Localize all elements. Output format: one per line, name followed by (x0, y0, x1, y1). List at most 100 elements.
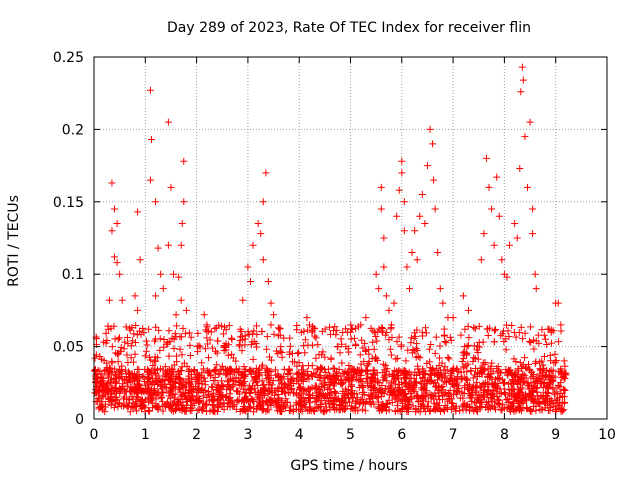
data-point (304, 371, 312, 379)
data-point (490, 241, 498, 249)
data-point (374, 376, 382, 384)
data-point (390, 299, 398, 307)
data-point (378, 323, 386, 331)
data-point (165, 389, 173, 397)
data-point (385, 336, 393, 344)
data-point (555, 401, 563, 409)
data-point (255, 365, 263, 373)
data-point (226, 365, 234, 373)
data-point (402, 357, 410, 365)
data-point (427, 340, 435, 348)
data-point (319, 348, 327, 356)
data-point (535, 398, 543, 406)
data-point (113, 259, 121, 267)
data-point (340, 404, 348, 412)
data-point (437, 383, 445, 391)
data-point (363, 367, 371, 375)
data-point (108, 179, 116, 187)
data-point (116, 270, 124, 278)
data-point (204, 340, 212, 348)
data-point (182, 389, 190, 397)
data-point (533, 392, 541, 400)
data-point (393, 338, 401, 346)
data-point (237, 381, 245, 389)
data-points (91, 63, 570, 416)
data-point (468, 391, 476, 399)
data-point (426, 407, 434, 415)
data-point (502, 346, 510, 354)
data-point (527, 368, 535, 376)
data-point (405, 285, 413, 293)
data-point (507, 405, 515, 413)
data-point (326, 391, 334, 399)
data-point (123, 351, 131, 359)
data-point (240, 371, 248, 379)
data-point (117, 347, 125, 355)
data-point (175, 273, 183, 281)
data-point (146, 353, 154, 361)
data-point (509, 385, 517, 393)
data-point (467, 392, 475, 400)
data-point (432, 392, 440, 400)
data-point (108, 382, 116, 390)
data-point (560, 406, 568, 414)
data-point (321, 408, 329, 416)
data-point (549, 384, 557, 392)
data-point (146, 390, 154, 398)
data-point (523, 183, 531, 191)
data-point (512, 333, 520, 341)
data-point (474, 348, 482, 356)
data-point (521, 354, 529, 362)
data-point (409, 346, 417, 354)
data-point (434, 248, 442, 256)
data-point (356, 351, 364, 359)
data-point (246, 389, 254, 397)
data-point (168, 366, 176, 374)
data-point (552, 356, 560, 364)
data-point (187, 333, 195, 341)
data-point (404, 346, 412, 354)
data-point (134, 306, 142, 314)
data-point (359, 405, 367, 413)
data-point (237, 370, 245, 378)
data-point (336, 349, 344, 357)
data-point (482, 154, 490, 162)
data-point (214, 337, 222, 345)
data-point (517, 88, 525, 96)
data-point (471, 325, 479, 333)
data-point (505, 398, 513, 406)
data-point (251, 372, 259, 380)
data-point (274, 332, 282, 340)
data-point (152, 335, 160, 343)
data-point (509, 372, 517, 380)
data-point (530, 396, 538, 404)
data-point (263, 345, 271, 353)
data-point (132, 399, 140, 407)
data-point (95, 405, 103, 413)
data-point (158, 398, 166, 406)
data-point (139, 397, 147, 405)
data-point (387, 351, 395, 359)
y-tick-label: 0.05 (53, 340, 84, 356)
data-point (156, 346, 164, 354)
data-point (149, 361, 157, 369)
data-point (288, 350, 296, 358)
data-point (103, 380, 111, 388)
data-point (479, 388, 487, 396)
data-point (375, 403, 383, 411)
data-point (529, 387, 537, 395)
data-point (232, 405, 240, 413)
data-point (495, 212, 503, 220)
data-point (215, 381, 223, 389)
data-point (466, 403, 474, 411)
data-point (337, 335, 345, 343)
data-point (170, 270, 178, 278)
data-point (395, 367, 403, 375)
data-point (147, 136, 155, 144)
data-point (465, 381, 473, 389)
data-point (360, 398, 368, 406)
data-point (471, 399, 479, 407)
data-point (137, 385, 145, 393)
data-point (224, 370, 232, 378)
data-point (394, 373, 402, 381)
